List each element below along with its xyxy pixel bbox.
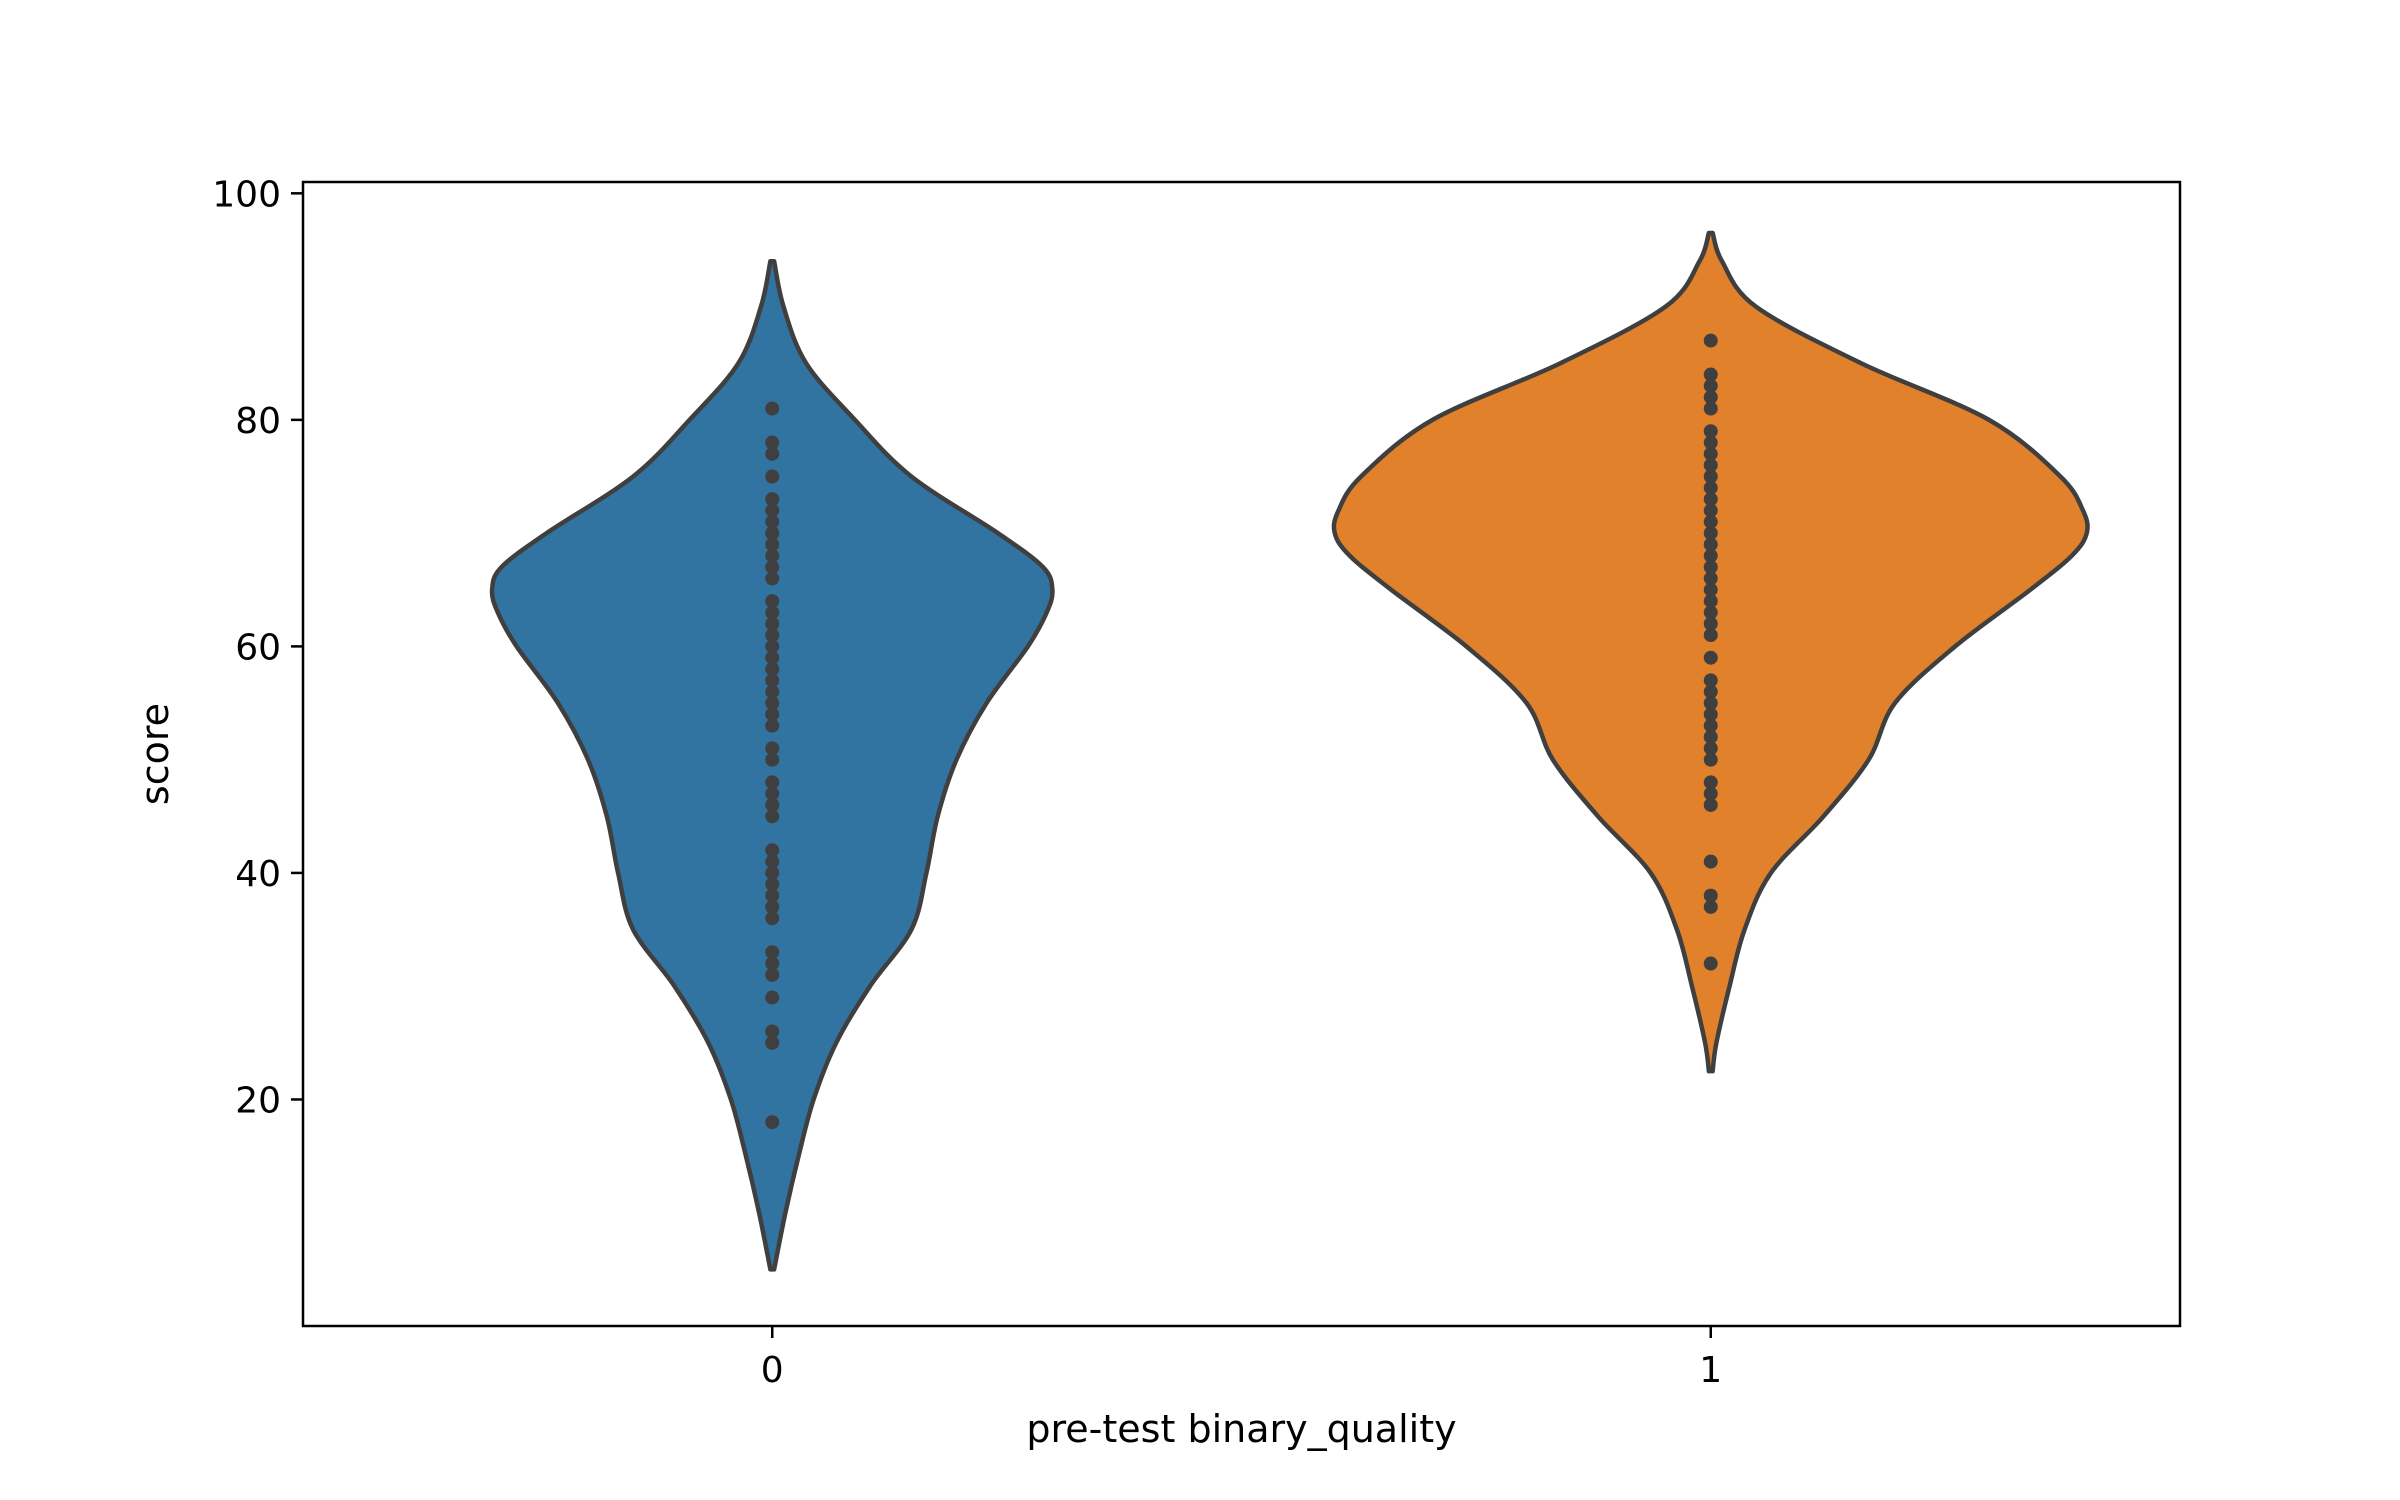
data-point: [1703, 560, 1718, 575]
data-point: [765, 752, 780, 767]
data-point: [765, 605, 780, 620]
data-point: [1703, 401, 1718, 416]
data-point: [765, 514, 780, 529]
data-point: [765, 401, 780, 416]
data-point: [1703, 582, 1718, 597]
data-point: [765, 503, 780, 518]
data-point: [765, 639, 780, 654]
data-point: [765, 616, 780, 631]
data-point: [765, 537, 780, 552]
data-point: [1703, 899, 1718, 914]
data-point: [765, 945, 780, 960]
x-axis-label: pre-test binary_quality: [1026, 1407, 1456, 1451]
data-point: [1703, 526, 1718, 541]
data-point: [765, 775, 780, 790]
data-point: [765, 696, 780, 711]
data-point: [1703, 616, 1718, 631]
data-point: [1703, 435, 1718, 450]
data-point: [765, 492, 780, 507]
data-point: [1703, 752, 1718, 767]
data-point: [765, 990, 780, 1005]
data-point: [1703, 548, 1718, 563]
y-axis-label: score: [133, 703, 177, 805]
data-point: [765, 718, 780, 733]
data-point: [765, 911, 780, 926]
data-point: [765, 526, 780, 541]
y-tick-label: 20: [235, 1080, 281, 1121]
y-tick-label: 40: [235, 854, 281, 895]
data-point: [1703, 367, 1718, 382]
data-point: [1703, 514, 1718, 529]
data-point: [765, 854, 780, 869]
data-point: [765, 956, 780, 971]
data-point: [765, 662, 780, 677]
y-tick-label: 80: [235, 401, 281, 442]
data-point: [1703, 628, 1718, 643]
data-point: [1703, 775, 1718, 790]
data-point: [1703, 424, 1718, 439]
data-point: [765, 1024, 780, 1039]
data-point: [1703, 786, 1718, 801]
data-point: [1703, 594, 1718, 609]
data-point: [765, 809, 780, 824]
data-point: [1703, 730, 1718, 745]
data-point: [765, 786, 780, 801]
data-point: [1703, 503, 1718, 518]
data-point: [1703, 741, 1718, 756]
violins-layer: [489, 230, 2090, 1272]
data-point: [765, 684, 780, 699]
y-tick-label: 60: [235, 627, 281, 668]
data-point: [765, 797, 780, 812]
data-point: [1703, 492, 1718, 507]
data-point: [765, 1115, 780, 1130]
data-point: [765, 446, 780, 461]
data-point: [765, 594, 780, 609]
data-point: [765, 548, 780, 563]
data-point: [1703, 469, 1718, 484]
data-point: [765, 741, 780, 756]
data-point: [765, 899, 780, 914]
data-point: [1703, 605, 1718, 620]
data-point: [1703, 650, 1718, 665]
data-point: [1703, 673, 1718, 688]
data-point: [765, 1035, 780, 1050]
data-point: [765, 560, 780, 575]
x-tick-label: 0: [761, 1350, 784, 1391]
data-point: [765, 888, 780, 903]
data-point: [1703, 854, 1718, 869]
data-point: [1703, 696, 1718, 711]
data-point: [1703, 684, 1718, 699]
data-point: [765, 967, 780, 982]
data-point: [1703, 718, 1718, 733]
data-point: [1703, 458, 1718, 473]
data-point: [1703, 707, 1718, 722]
data-point: [765, 628, 780, 643]
data-point: [765, 673, 780, 688]
x-tick-label: 1: [1699, 1350, 1722, 1391]
data-point: [765, 865, 780, 880]
y-axis: 20 40 60 80 100: [212, 174, 303, 1121]
data-point: [1703, 333, 1718, 348]
data-point: [765, 707, 780, 722]
data-point: [1703, 797, 1718, 812]
data-point: [765, 877, 780, 892]
data-point: [1703, 446, 1718, 461]
data-point: [1703, 956, 1718, 971]
data-point: [1703, 378, 1718, 393]
data-point: [1703, 480, 1718, 495]
points-layer: [765, 333, 1718, 1130]
data-point: [1703, 888, 1718, 903]
data-point: [1703, 537, 1718, 552]
data-point: [765, 571, 780, 586]
data-point: [765, 469, 780, 484]
plot-frame: [301, 180, 2182, 1328]
y-tick-label: 100: [212, 174, 281, 215]
data-point: [1703, 390, 1718, 405]
data-point: [765, 843, 780, 858]
data-point: [765, 650, 780, 665]
data-point: [1703, 571, 1718, 586]
data-point: [765, 435, 780, 450]
